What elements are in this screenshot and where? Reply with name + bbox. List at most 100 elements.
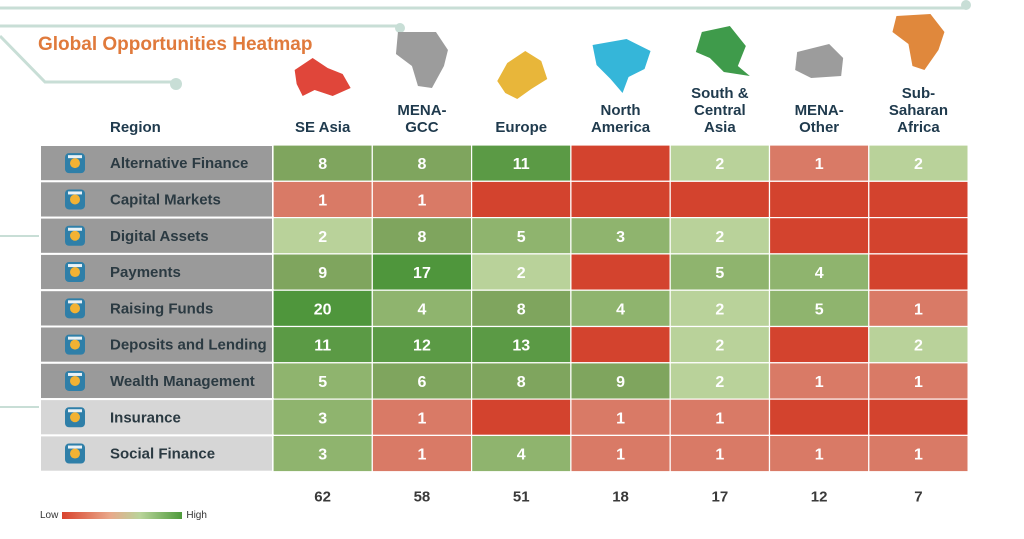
- cell-value: 5: [318, 374, 327, 391]
- cell-value: 4: [815, 265, 824, 282]
- cell-value: 3: [318, 447, 327, 464]
- heatmap-cell: [669, 325, 771, 364]
- cell-value: 17: [413, 265, 431, 282]
- wallet-icon: [65, 225, 85, 246]
- heatmap-cell: [669, 434, 771, 473]
- cell-value: 1: [914, 447, 923, 464]
- column-total: 7: [914, 489, 922, 506]
- cell-value: 2: [715, 229, 724, 246]
- europe-map-icon: [497, 51, 548, 99]
- cell-value: 1: [417, 447, 426, 464]
- column-header-label: Other: [799, 119, 839, 136]
- row-label: Alternative Finance: [110, 155, 248, 172]
- row-label: Raising Funds: [110, 300, 213, 317]
- cell-value: 2: [715, 301, 724, 318]
- heatmap-cell: [768, 253, 870, 291]
- column-header-label: Central: [694, 102, 746, 119]
- heatmap-cell: [570, 144, 671, 182]
- cell-value: 2: [715, 374, 724, 391]
- heatmap-cell: [768, 144, 870, 182]
- heatmap-cell: [471, 434, 572, 473]
- cell-value: 1: [318, 192, 327, 209]
- heatmap-cell: [272, 180, 373, 219]
- column-header-label: America: [591, 119, 651, 136]
- cell-value: 8: [417, 156, 426, 173]
- money-stack-icon: [65, 298, 85, 319]
- mena-other-map-icon: [795, 44, 844, 78]
- heatmap-cell: [768, 217, 870, 255]
- legend: Low High: [40, 510, 207, 521]
- column-header-label: Europe: [495, 119, 547, 136]
- cell-value: 2: [318, 229, 327, 246]
- cell-value: 1: [616, 447, 625, 464]
- heatmap-cell: [272, 325, 373, 364]
- cell-value: 9: [318, 265, 327, 282]
- network-icon: [65, 443, 85, 464]
- cell-value: 2: [715, 338, 724, 355]
- cell-value: 11: [513, 156, 530, 173]
- cell-value: 2: [914, 338, 923, 355]
- column-total: 17: [712, 489, 729, 506]
- heatmap-cell: [669, 398, 771, 437]
- cell-value: 3: [318, 410, 327, 427]
- heatmap-cell: [471, 180, 572, 219]
- column-header-label: MENA-: [795, 102, 844, 119]
- cell-value: 1: [417, 410, 426, 427]
- sub-saharan-africa-map-icon: [892, 14, 945, 70]
- heatmap-cell: [868, 144, 969, 182]
- heatmap-cell: [669, 217, 771, 255]
- cell-value: 1: [815, 447, 824, 464]
- cell-value: 1: [417, 192, 426, 209]
- hand-coins-icon: [65, 334, 85, 355]
- chart-screen-icon: [65, 189, 85, 210]
- row-label: Wealth Management: [110, 373, 255, 390]
- heatmap-cell: [371, 362, 473, 400]
- legend-low-label: Low: [40, 510, 59, 521]
- cell-value: 4: [417, 301, 426, 318]
- cell-value: 8: [318, 156, 327, 173]
- heatmap-cell: [471, 253, 572, 291]
- shield-icon: [65, 407, 85, 428]
- row-label-cell: [39, 180, 274, 219]
- mobile-payment-icon: [65, 262, 85, 283]
- heatmap-cell: [868, 289, 969, 328]
- cell-value: 2: [715, 156, 724, 173]
- heatmap-cell: [570, 217, 671, 255]
- heatmap-cell: [471, 398, 572, 437]
- money-bag-icon: [65, 370, 85, 391]
- column-header-label: MENA-: [397, 102, 446, 119]
- cell-value: 2: [914, 156, 923, 173]
- column-total: 51: [513, 489, 530, 506]
- cell-value: 11: [314, 338, 331, 355]
- heatmap-cell: [669, 144, 771, 182]
- heatmap-cell: [371, 217, 473, 255]
- heatmap-cell: [272, 217, 373, 255]
- row-label: Social Finance: [110, 446, 215, 463]
- cell-value: 1: [715, 447, 724, 464]
- cell-value: 12: [413, 338, 431, 355]
- heatmap-cell: [272, 362, 373, 400]
- money-icon: [65, 153, 85, 174]
- cell-value: 1: [815, 374, 824, 391]
- column-total: 12: [811, 489, 828, 506]
- chart-title: Global Opportunities Heatmap: [38, 34, 313, 55]
- cell-value: 8: [517, 374, 526, 391]
- heatmap-cell: [768, 398, 870, 437]
- heatmap-cell: [768, 180, 870, 219]
- row-label: Insurance: [110, 409, 181, 426]
- heatmap-cell: [669, 180, 771, 219]
- row-label: Payments: [110, 264, 181, 281]
- column-header-label: Saharan: [889, 102, 948, 119]
- heatmap-cell: [868, 253, 969, 291]
- south-central-asia-map-icon: [695, 26, 750, 76]
- cell-value: 1: [616, 410, 625, 427]
- heatmap-cell: [768, 289, 870, 328]
- heatmap-cell: [868, 180, 969, 219]
- cell-value: 1: [815, 156, 824, 173]
- row-label: Deposits and Lending: [110, 337, 267, 354]
- legend-high-label: High: [186, 510, 207, 521]
- cell-value: 13: [512, 338, 530, 355]
- heatmap-cell: [768, 325, 870, 364]
- column-header-label: GCC: [405, 119, 439, 136]
